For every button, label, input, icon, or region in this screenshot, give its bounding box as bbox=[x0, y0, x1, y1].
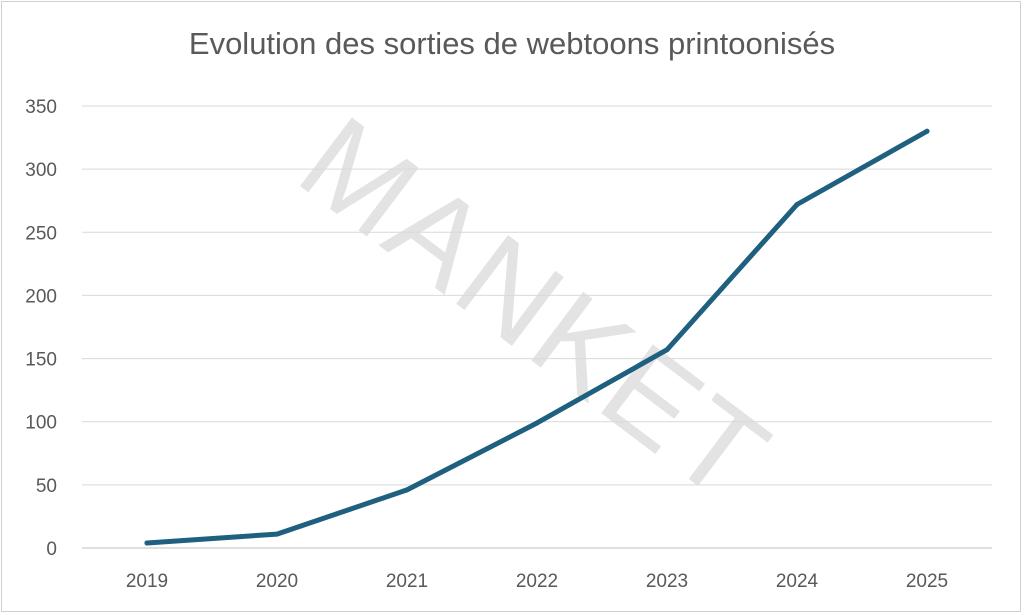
y-tick-label: 50 bbox=[36, 476, 57, 497]
x-tick-label: 2022 bbox=[516, 571, 558, 592]
y-tick-label: 100 bbox=[25, 413, 57, 434]
x-tick-label: 2023 bbox=[646, 571, 688, 592]
y-tick-label: 0 bbox=[46, 539, 57, 560]
y-tick-label: 350 bbox=[25, 97, 57, 118]
series-line bbox=[144, 128, 930, 546]
x-tick-label: 2019 bbox=[126, 571, 168, 592]
x-tick-label: 2020 bbox=[256, 571, 298, 592]
data-point bbox=[274, 531, 280, 537]
data-point bbox=[534, 420, 540, 426]
x-tick-label: 2025 bbox=[906, 571, 948, 592]
x-tick-label: 2021 bbox=[386, 571, 428, 592]
data-point bbox=[144, 540, 150, 546]
data-point bbox=[404, 487, 410, 493]
y-tick-label: 150 bbox=[25, 350, 57, 371]
y-tick-label: 300 bbox=[25, 160, 57, 181]
data-point bbox=[924, 128, 930, 134]
y-tick-label: 250 bbox=[25, 223, 57, 244]
data-point bbox=[664, 347, 670, 353]
chart-title: Evolution des sorties de webtoons printo… bbox=[188, 26, 836, 61]
x-tick-label: 2024 bbox=[776, 571, 819, 592]
data-point bbox=[794, 202, 800, 208]
y-tick-label: 200 bbox=[25, 286, 57, 307]
